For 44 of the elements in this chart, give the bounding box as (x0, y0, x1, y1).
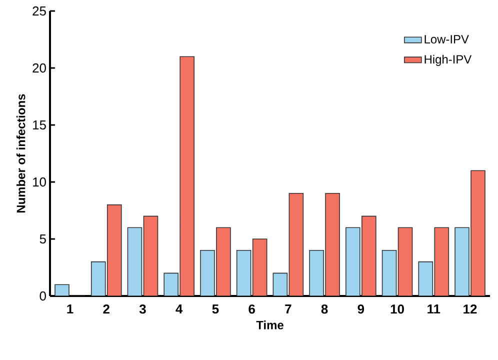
x-tick-label: 5 (212, 304, 219, 314)
y-tick-label: 5 (40, 234, 46, 244)
x-axis-title: Time (256, 320, 284, 330)
bar (90, 261, 106, 296)
y-tick-label: 10 (33, 177, 46, 187)
bar (106, 204, 122, 296)
bar (325, 193, 340, 296)
bar (434, 227, 450, 296)
bar (454, 227, 470, 296)
y-axis-title: Number of infections (16, 94, 26, 212)
x-tick-label: 9 (358, 304, 364, 314)
x-tick-label: 10 (390, 304, 404, 314)
bar (200, 250, 215, 296)
y-tick-label: 20 (32, 63, 46, 73)
legend-label: Low-IPV (424, 35, 469, 44)
legend-label: High-IPV (424, 54, 472, 66)
x-tick-label: 1 (67, 304, 74, 314)
x-tick-label: 12 (464, 304, 477, 314)
bar (180, 56, 194, 296)
bar (288, 193, 304, 296)
bar (164, 272, 178, 296)
bar (252, 238, 268, 296)
bar (382, 250, 397, 296)
bar (346, 227, 360, 296)
bar (216, 227, 231, 296)
bar (309, 250, 324, 296)
bar (143, 216, 158, 296)
bar (127, 227, 142, 296)
bar (418, 261, 434, 296)
bar (470, 170, 486, 296)
bar (362, 216, 376, 296)
bar (398, 227, 413, 296)
x-tick-label: 11 (428, 304, 440, 314)
x-tick-label: 3 (139, 304, 146, 314)
y-tick-label: 0 (40, 291, 46, 301)
y-tick-label: 15 (33, 120, 46, 130)
x-tick-label: 7 (285, 304, 292, 314)
bar (272, 272, 288, 296)
x-tick-label: 4 (176, 304, 183, 314)
bar (236, 250, 252, 296)
x-tick-label: 6 (248, 304, 255, 314)
x-tick-label: 8 (321, 304, 328, 314)
y-tick-label: 25 (32, 6, 46, 16)
x-tick-label: 2 (103, 304, 110, 314)
